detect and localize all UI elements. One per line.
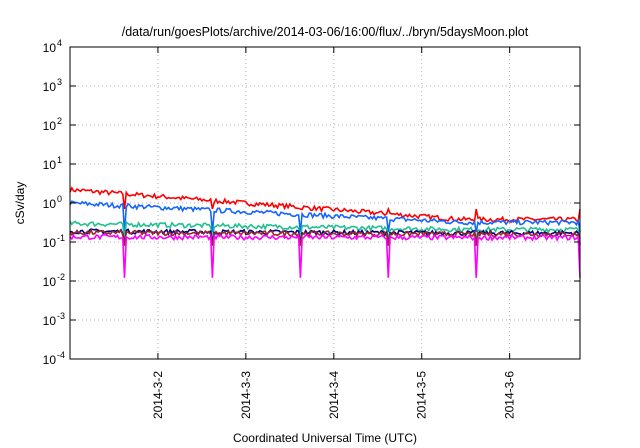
y-tick-exponent: 0 [57, 194, 62, 204]
y-tick-exponent: 1 [57, 155, 62, 165]
x-tick-label: 2014-3-2 [151, 371, 165, 419]
y-tick-label: 10 [43, 41, 57, 55]
series-line-5 [69, 232, 581, 278]
y-tick-exponent: 3 [57, 77, 62, 87]
y-tick-label: 10 [43, 236, 57, 250]
x-axis-label: Coordinated Universal Time (UTC) [233, 431, 417, 445]
y-tick-exponent: -4 [57, 350, 65, 360]
y-tick-label: 10 [43, 314, 57, 328]
y-tick-label: 10 [43, 80, 57, 94]
chart-title: /data/run/goesPlots/archive/2014-03-06/1… [122, 25, 529, 39]
series-group [69, 186, 581, 278]
y-tick-label: 10 [43, 197, 57, 211]
y-tick-label: 10 [43, 275, 57, 289]
y-tick-exponent: -1 [57, 233, 65, 243]
series-line-1 [69, 200, 581, 233]
x-tick-label: 2014-3-6 [503, 371, 517, 419]
x-axis-ticks: 2014-3-2 2014-3-3 2014-3-4 2014-3-5 2014-3-6 [151, 47, 517, 419]
x-tick-label: 2014-3-3 [239, 371, 253, 419]
series-line-4 [69, 228, 581, 246]
series-line-0 [69, 186, 581, 224]
x-tick-label: 2014-3-5 [415, 371, 429, 419]
y-tick-label: 10 [43, 158, 57, 172]
x-tick-label: 2014-3-4 [327, 371, 341, 419]
y-tick-label: 10 [43, 353, 57, 367]
grid-lines [70, 47, 580, 359]
y-tick-label: 10 [43, 119, 57, 133]
y-tick-exponent: -2 [57, 272, 65, 282]
y-tick-exponent: 2 [57, 116, 62, 126]
series-line-2 [69, 220, 581, 240]
y-tick-exponent: 4 [57, 38, 62, 48]
y-axis-label: cSv/day [13, 182, 27, 225]
y-tick-exponent: -3 [57, 311, 65, 321]
